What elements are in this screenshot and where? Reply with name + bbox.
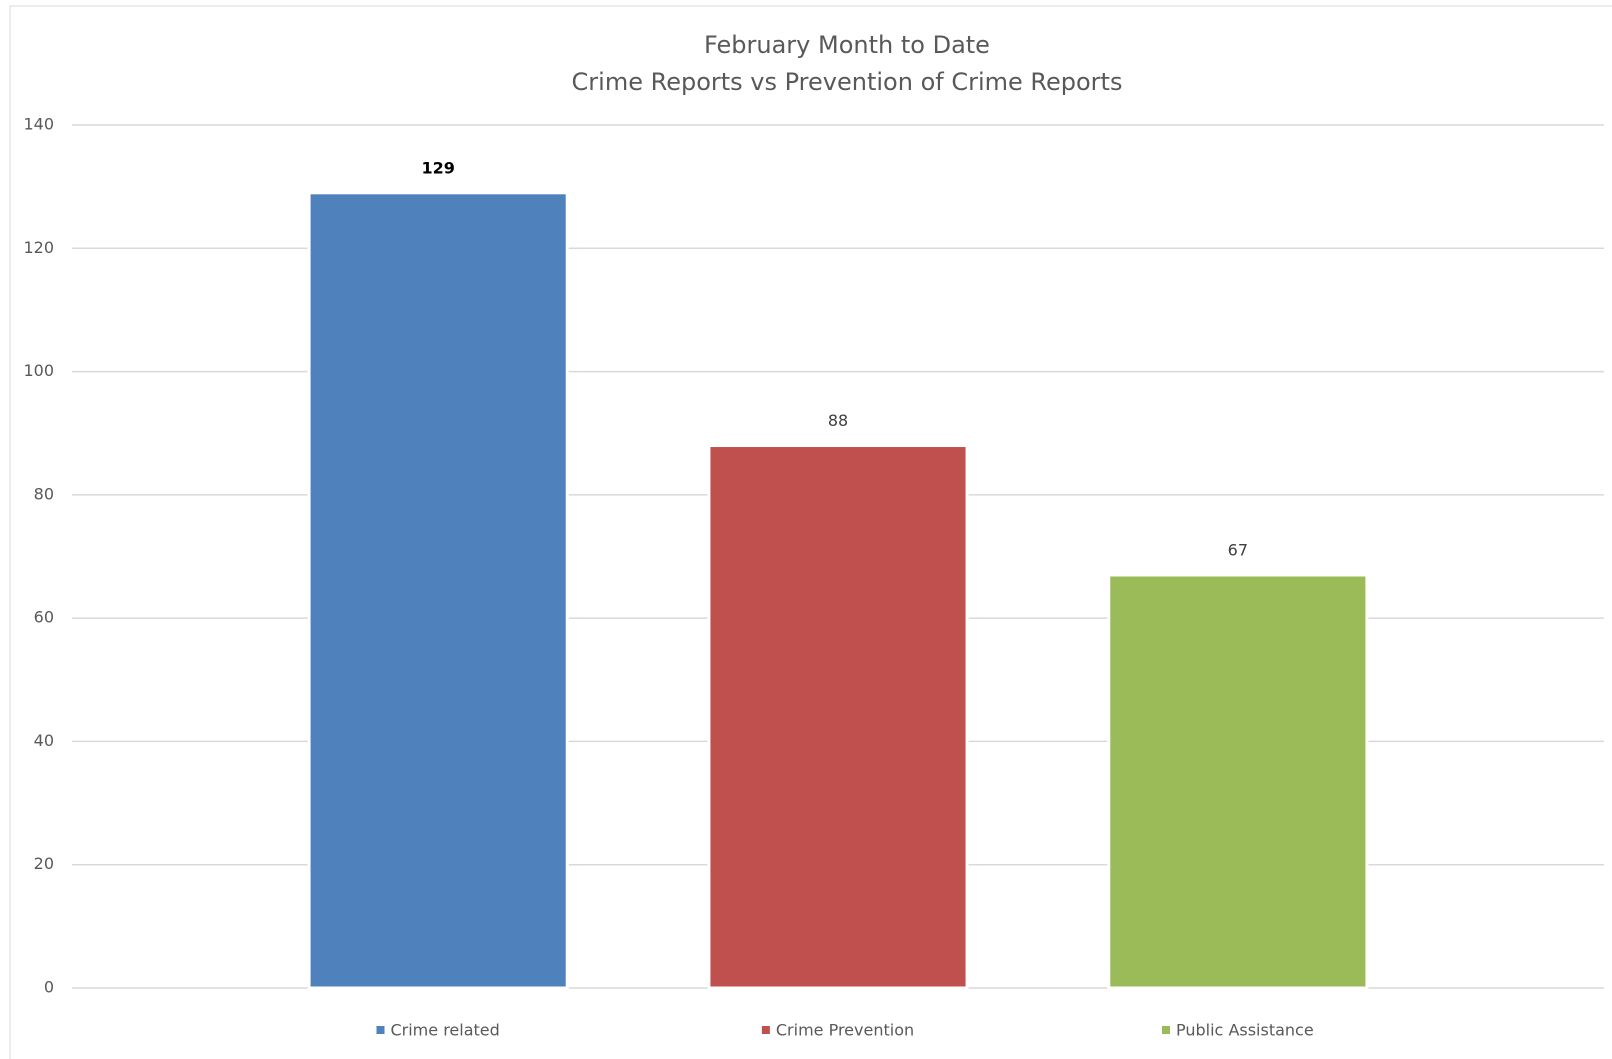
legend-swatch: [376, 1026, 385, 1034]
y-tick-label: 60: [34, 608, 54, 627]
legend-label: Crime Prevention: [776, 1021, 914, 1040]
y-tick-label: 120: [23, 238, 54, 257]
legend-label: Public Assistance: [1176, 1021, 1314, 1040]
y-tick-label: 100: [23, 361, 54, 380]
y-tick-label: 80: [34, 484, 54, 503]
bar: [1107, 573, 1369, 990]
y-tick-label: 40: [34, 731, 54, 750]
bar: [707, 444, 969, 990]
data-label: 129: [421, 158, 454, 177]
y-tick-label: 20: [34, 854, 54, 873]
chart-subtitle: Crime Reports vs Prevention of Crime Rep…: [572, 68, 1123, 96]
chart-title: February Month to Date: [704, 31, 990, 59]
bar: [307, 191, 569, 990]
legend-swatch: [1162, 1026, 1171, 1034]
data-label: 67: [1228, 540, 1248, 559]
data-label: 88: [828, 411, 848, 430]
y-tick-label: 140: [23, 115, 54, 134]
y-tick-label: 0: [44, 978, 54, 997]
legend-swatch: [761, 1026, 770, 1034]
legend-label: Crime related: [390, 1021, 499, 1040]
